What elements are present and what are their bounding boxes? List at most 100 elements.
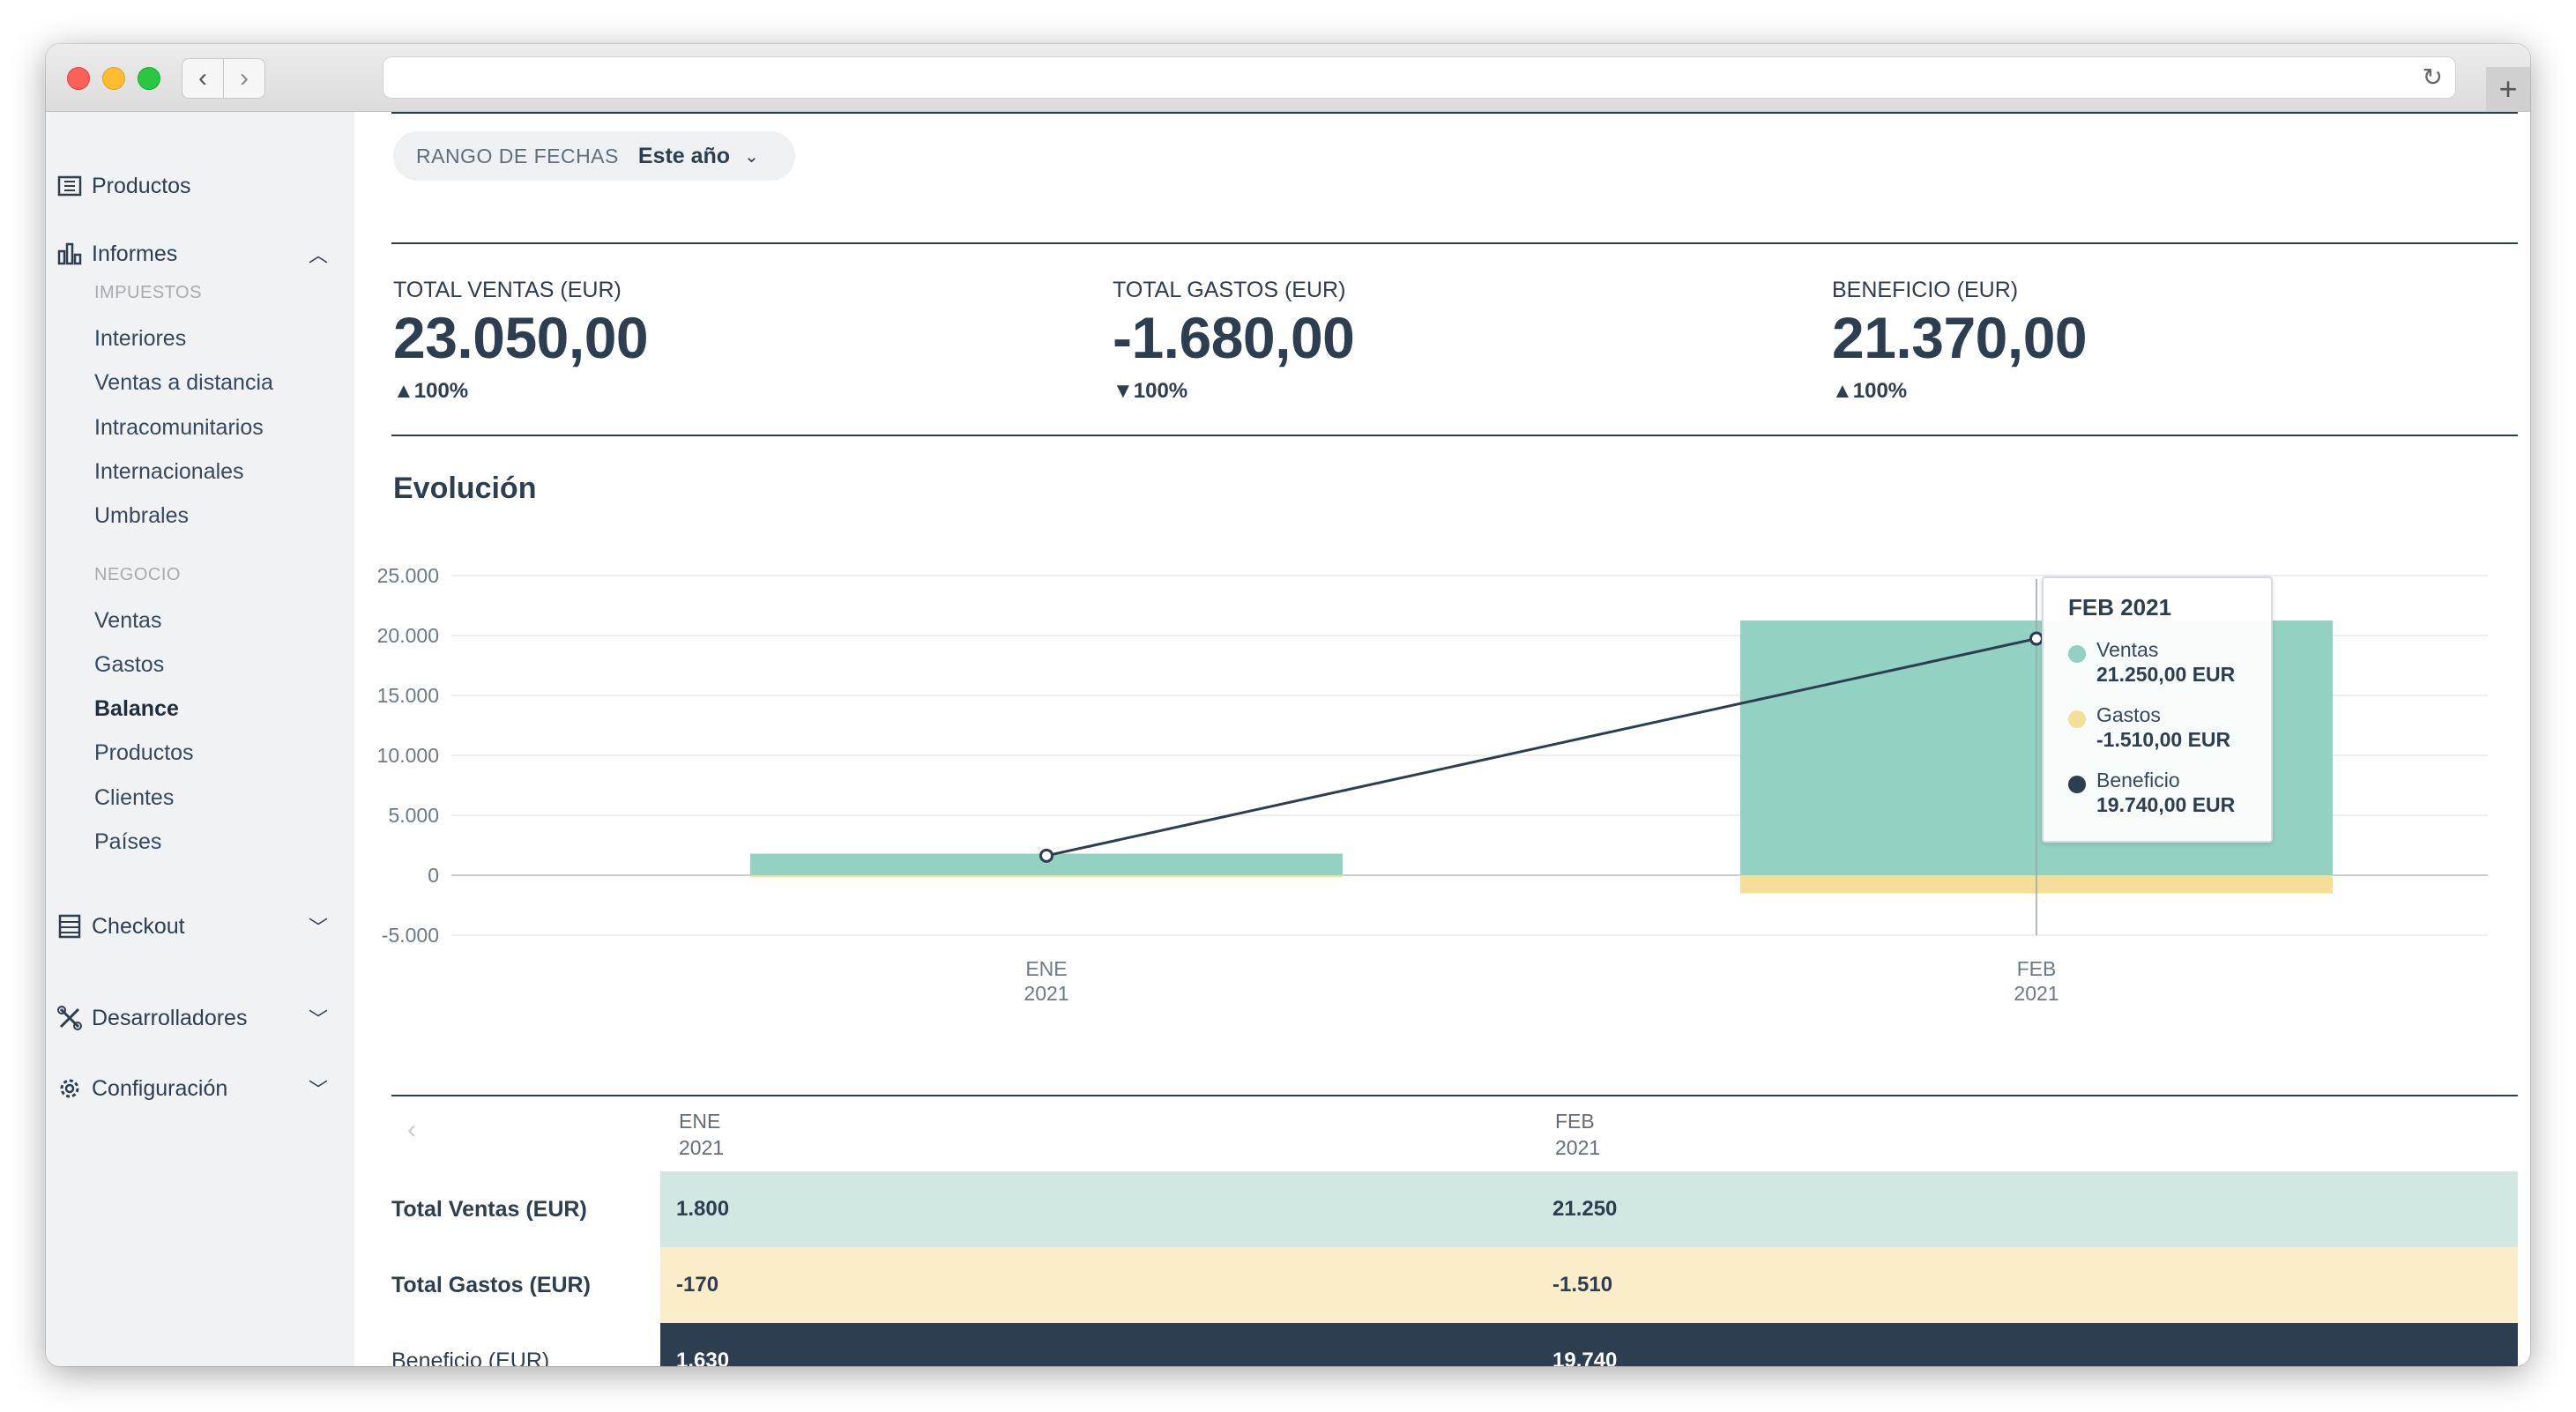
bar-gastos bbox=[750, 875, 1343, 878]
reports-icon bbox=[57, 242, 82, 265]
sidebar-item-label: Configuración bbox=[92, 1075, 228, 1101]
legend-dot bbox=[2068, 710, 2086, 728]
kpi-beneficio: BENEFICIO (EUR) 21.370,00 ▲100% bbox=[1832, 278, 2088, 404]
table-column-header: ENE 2021 bbox=[679, 1110, 725, 1159]
sidebar-item-clientes[interactable]: Clientes bbox=[94, 785, 175, 810]
y-tick-label: 0 bbox=[428, 864, 439, 887]
sidebar-item-label: Desarrolladores bbox=[92, 1005, 248, 1030]
sidebar-item-ventas[interactable]: Ventas bbox=[94, 608, 162, 633]
kpi-title: TOTAL GASTOS (EUR) bbox=[1113, 278, 1346, 302]
table-cell: -170 bbox=[676, 1273, 719, 1297]
sidebar-item-balance[interactable]: Balance bbox=[94, 696, 179, 721]
sidebar-item-paises[interactable]: Países bbox=[94, 829, 162, 854]
x-tick-label: 2021 bbox=[2014, 982, 2059, 1005]
date-range-value: Este año bbox=[637, 143, 731, 168]
new-tab-button[interactable]: + bbox=[2486, 67, 2530, 111]
forward-button[interactable]: › bbox=[223, 58, 265, 99]
kpi-total-gastos: TOTAL GASTOS (EUR) -1.680,00 ▼100% bbox=[1113, 278, 1355, 404]
legend-dot bbox=[2068, 776, 2086, 793]
sidebar-item-label: Checkout bbox=[92, 913, 185, 939]
table-row-gastos: Total Gastos (EUR) -170 -1.510 bbox=[391, 1247, 2518, 1323]
table-cell: 1.630 bbox=[676, 1349, 730, 1366]
point-beneficio bbox=[1039, 848, 1053, 863]
sidebar-item-ventas-a-distancia[interactable]: Ventas a distancia bbox=[94, 370, 273, 395]
close-window-button[interactable] bbox=[67, 67, 90, 90]
chevron-down-icon: ⌄ bbox=[744, 146, 759, 167]
table-cell: -1.510 bbox=[1552, 1273, 1613, 1297]
kpi-total-ventas: TOTAL VENTAS (EUR) 23.050,00 ▲100% bbox=[393, 278, 649, 404]
y-tick-label: 25.000 bbox=[377, 564, 439, 587]
sidebar-item-interiores[interactable]: Interiores bbox=[94, 326, 187, 351]
table-cell: 1.800 bbox=[676, 1197, 730, 1221]
kpi-title: TOTAL VENTAS (EUR) bbox=[393, 278, 622, 302]
divider bbox=[391, 1095, 2518, 1096]
table-column-header: FEB 2021 bbox=[1555, 1110, 1601, 1159]
chevron-left-icon[interactable]: ‹ bbox=[407, 1115, 416, 1144]
date-range-filter[interactable]: RANGO DE FECHAS Este año ⌄ bbox=[393, 131, 795, 181]
browser-window: ‹ › ↻ + Productos Informes ︿ IMPUES bbox=[46, 44, 2530, 1366]
chevron-left-icon: ‹ bbox=[198, 63, 207, 93]
plus-icon: + bbox=[2498, 71, 2518, 107]
kpi-change: ▼100% bbox=[1113, 379, 1188, 403]
tooltip-series-value: 19.740,00 EUR bbox=[2096, 793, 2236, 816]
sidebar-item-productos-negocio[interactable]: Productos bbox=[94, 740, 194, 765]
x-tick-label: 2021 bbox=[1024, 982, 1068, 1005]
kpi-value: -1.680,00 bbox=[1113, 305, 1355, 370]
row-label: Total Ventas (EUR) bbox=[391, 1171, 660, 1247]
kpi-change: ▲100% bbox=[393, 379, 469, 403]
chevron-down-icon[interactable]: ﹀ bbox=[308, 1008, 328, 1030]
maximize-window-button[interactable] bbox=[138, 67, 160, 90]
chevron-down-icon[interactable]: ﹀ bbox=[308, 917, 328, 939]
table-row-ventas: Total Ventas (EUR) 1.800 21.250 bbox=[391, 1171, 2518, 1247]
x-tick-label: ENE bbox=[1025, 957, 1067, 980]
minimize-window-button[interactable] bbox=[102, 67, 125, 90]
chevron-up-icon[interactable]: ︿ bbox=[308, 244, 328, 266]
back-button[interactable]: ‹ bbox=[182, 58, 224, 99]
sidebar-item-checkout[interactable]: Checkout ﹀ bbox=[46, 909, 354, 944]
sidebar-item-productos[interactable]: Productos bbox=[46, 168, 354, 204]
sidebar-item-informes[interactable]: Informes ︿ bbox=[46, 236, 354, 271]
row-label: Total Gastos (EUR) bbox=[391, 1247, 660, 1323]
catalog-icon bbox=[57, 175, 82, 197]
date-range-label: RANGO DE FECHAS bbox=[416, 144, 619, 167]
sidebar-item-desarrolladores[interactable]: Desarrolladores ﹀ bbox=[46, 1000, 354, 1036]
kpi-change: ▲100% bbox=[1832, 379, 1908, 403]
divider bbox=[391, 435, 2518, 436]
main-content: RANGO DE FECHAS Este año ⌄ TOTAL VENTAS … bbox=[354, 112, 2530, 1366]
gear-icon bbox=[60, 1079, 79, 1098]
divider bbox=[391, 242, 2518, 244]
x-tick-label: FEB bbox=[2017, 957, 2057, 980]
section-title-negocio: NEGOCIO bbox=[94, 565, 181, 584]
sidebar-item-configuracion[interactable]: Configuración ﹀ bbox=[46, 1071, 354, 1106]
divider bbox=[391, 112, 2518, 114]
chevron-right-icon: › bbox=[240, 63, 249, 93]
sidebar-item-internacionales[interactable]: Internacionales bbox=[94, 459, 244, 484]
row-label: Beneficio (EUR) bbox=[391, 1323, 660, 1366]
reload-icon[interactable]: ↻ bbox=[2422, 63, 2443, 91]
point-beneficio bbox=[2029, 631, 2044, 646]
kpi-value: 21.370,00 bbox=[1832, 305, 2088, 370]
tooltip-series-name: Beneficio bbox=[2096, 769, 2180, 791]
kpi-value: 23.050,00 bbox=[393, 305, 649, 370]
checkout-icon bbox=[58, 914, 81, 939]
browser-toolbar: ‹ › ↻ + bbox=[46, 44, 2530, 112]
sidebar-item-label: Informes bbox=[92, 241, 178, 266]
sidebar-item-label: Productos bbox=[92, 173, 191, 198]
chevron-down-icon[interactable]: ﹀ bbox=[308, 1079, 328, 1101]
table-cell: 21.250 bbox=[1552, 1197, 1618, 1221]
table-cell: 19.740 bbox=[1552, 1349, 1618, 1366]
line-beneficio bbox=[1046, 637, 2037, 858]
sidebar: Productos Informes ︿ IMPUESTOS Interiore… bbox=[46, 112, 354, 1366]
sidebar-item-umbrales[interactable]: Umbrales bbox=[94, 503, 189, 528]
table-row-beneficio: Beneficio (EUR) 1.630 19.740 bbox=[391, 1323, 2518, 1366]
tooltip-series-value: -1.510,00 EUR bbox=[2096, 728, 2231, 751]
address-bar[interactable]: ↻ bbox=[383, 56, 2456, 99]
sidebar-item-gastos[interactable]: Gastos bbox=[94, 652, 165, 677]
kpi-title: BENEFICIO (EUR) bbox=[1832, 278, 2019, 302]
tooltip-series-name: Ventas bbox=[2096, 638, 2159, 661]
tooltip-title: FEB 2021 bbox=[2068, 594, 2172, 621]
y-tick-label: 15.000 bbox=[377, 684, 439, 707]
y-tick-label: 20.000 bbox=[377, 624, 439, 647]
sidebar-item-intracomunitarios[interactable]: Intracomunitarios bbox=[94, 415, 264, 440]
chart-tooltip: FEB 2021 Ventas 21.250,00 EUR Gastos -1.… bbox=[2042, 576, 2273, 843]
